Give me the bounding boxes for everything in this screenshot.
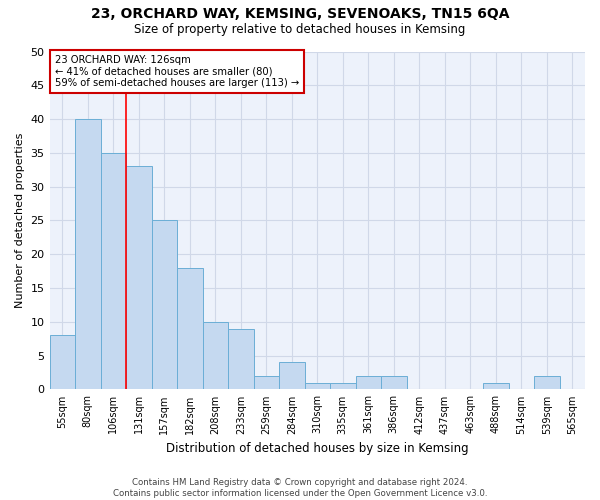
Bar	[228, 328, 254, 390]
Text: Size of property relative to detached houses in Kemsing: Size of property relative to detached ho…	[134, 22, 466, 36]
Bar	[75, 119, 101, 390]
Bar	[534, 376, 560, 390]
Bar	[203, 322, 228, 390]
Bar	[177, 268, 203, 390]
Bar	[356, 376, 381, 390]
Bar	[381, 376, 407, 390]
Bar	[126, 166, 152, 390]
Y-axis label: Number of detached properties: Number of detached properties	[15, 133, 25, 308]
Text: 23, ORCHARD WAY, KEMSING, SEVENOAKS, TN15 6QA: 23, ORCHARD WAY, KEMSING, SEVENOAKS, TN1…	[91, 8, 509, 22]
Bar	[254, 376, 279, 390]
X-axis label: Distribution of detached houses by size in Kemsing: Distribution of detached houses by size …	[166, 442, 469, 455]
Bar	[330, 382, 356, 390]
Bar	[305, 382, 330, 390]
Text: 23 ORCHARD WAY: 126sqm
← 41% of detached houses are smaller (80)
59% of semi-det: 23 ORCHARD WAY: 126sqm ← 41% of detached…	[55, 55, 299, 88]
Bar	[279, 362, 305, 390]
Text: Contains HM Land Registry data © Crown copyright and database right 2024.
Contai: Contains HM Land Registry data © Crown c…	[113, 478, 487, 498]
Bar	[50, 336, 75, 390]
Bar	[101, 153, 126, 390]
Bar	[483, 382, 509, 390]
Bar	[152, 220, 177, 390]
